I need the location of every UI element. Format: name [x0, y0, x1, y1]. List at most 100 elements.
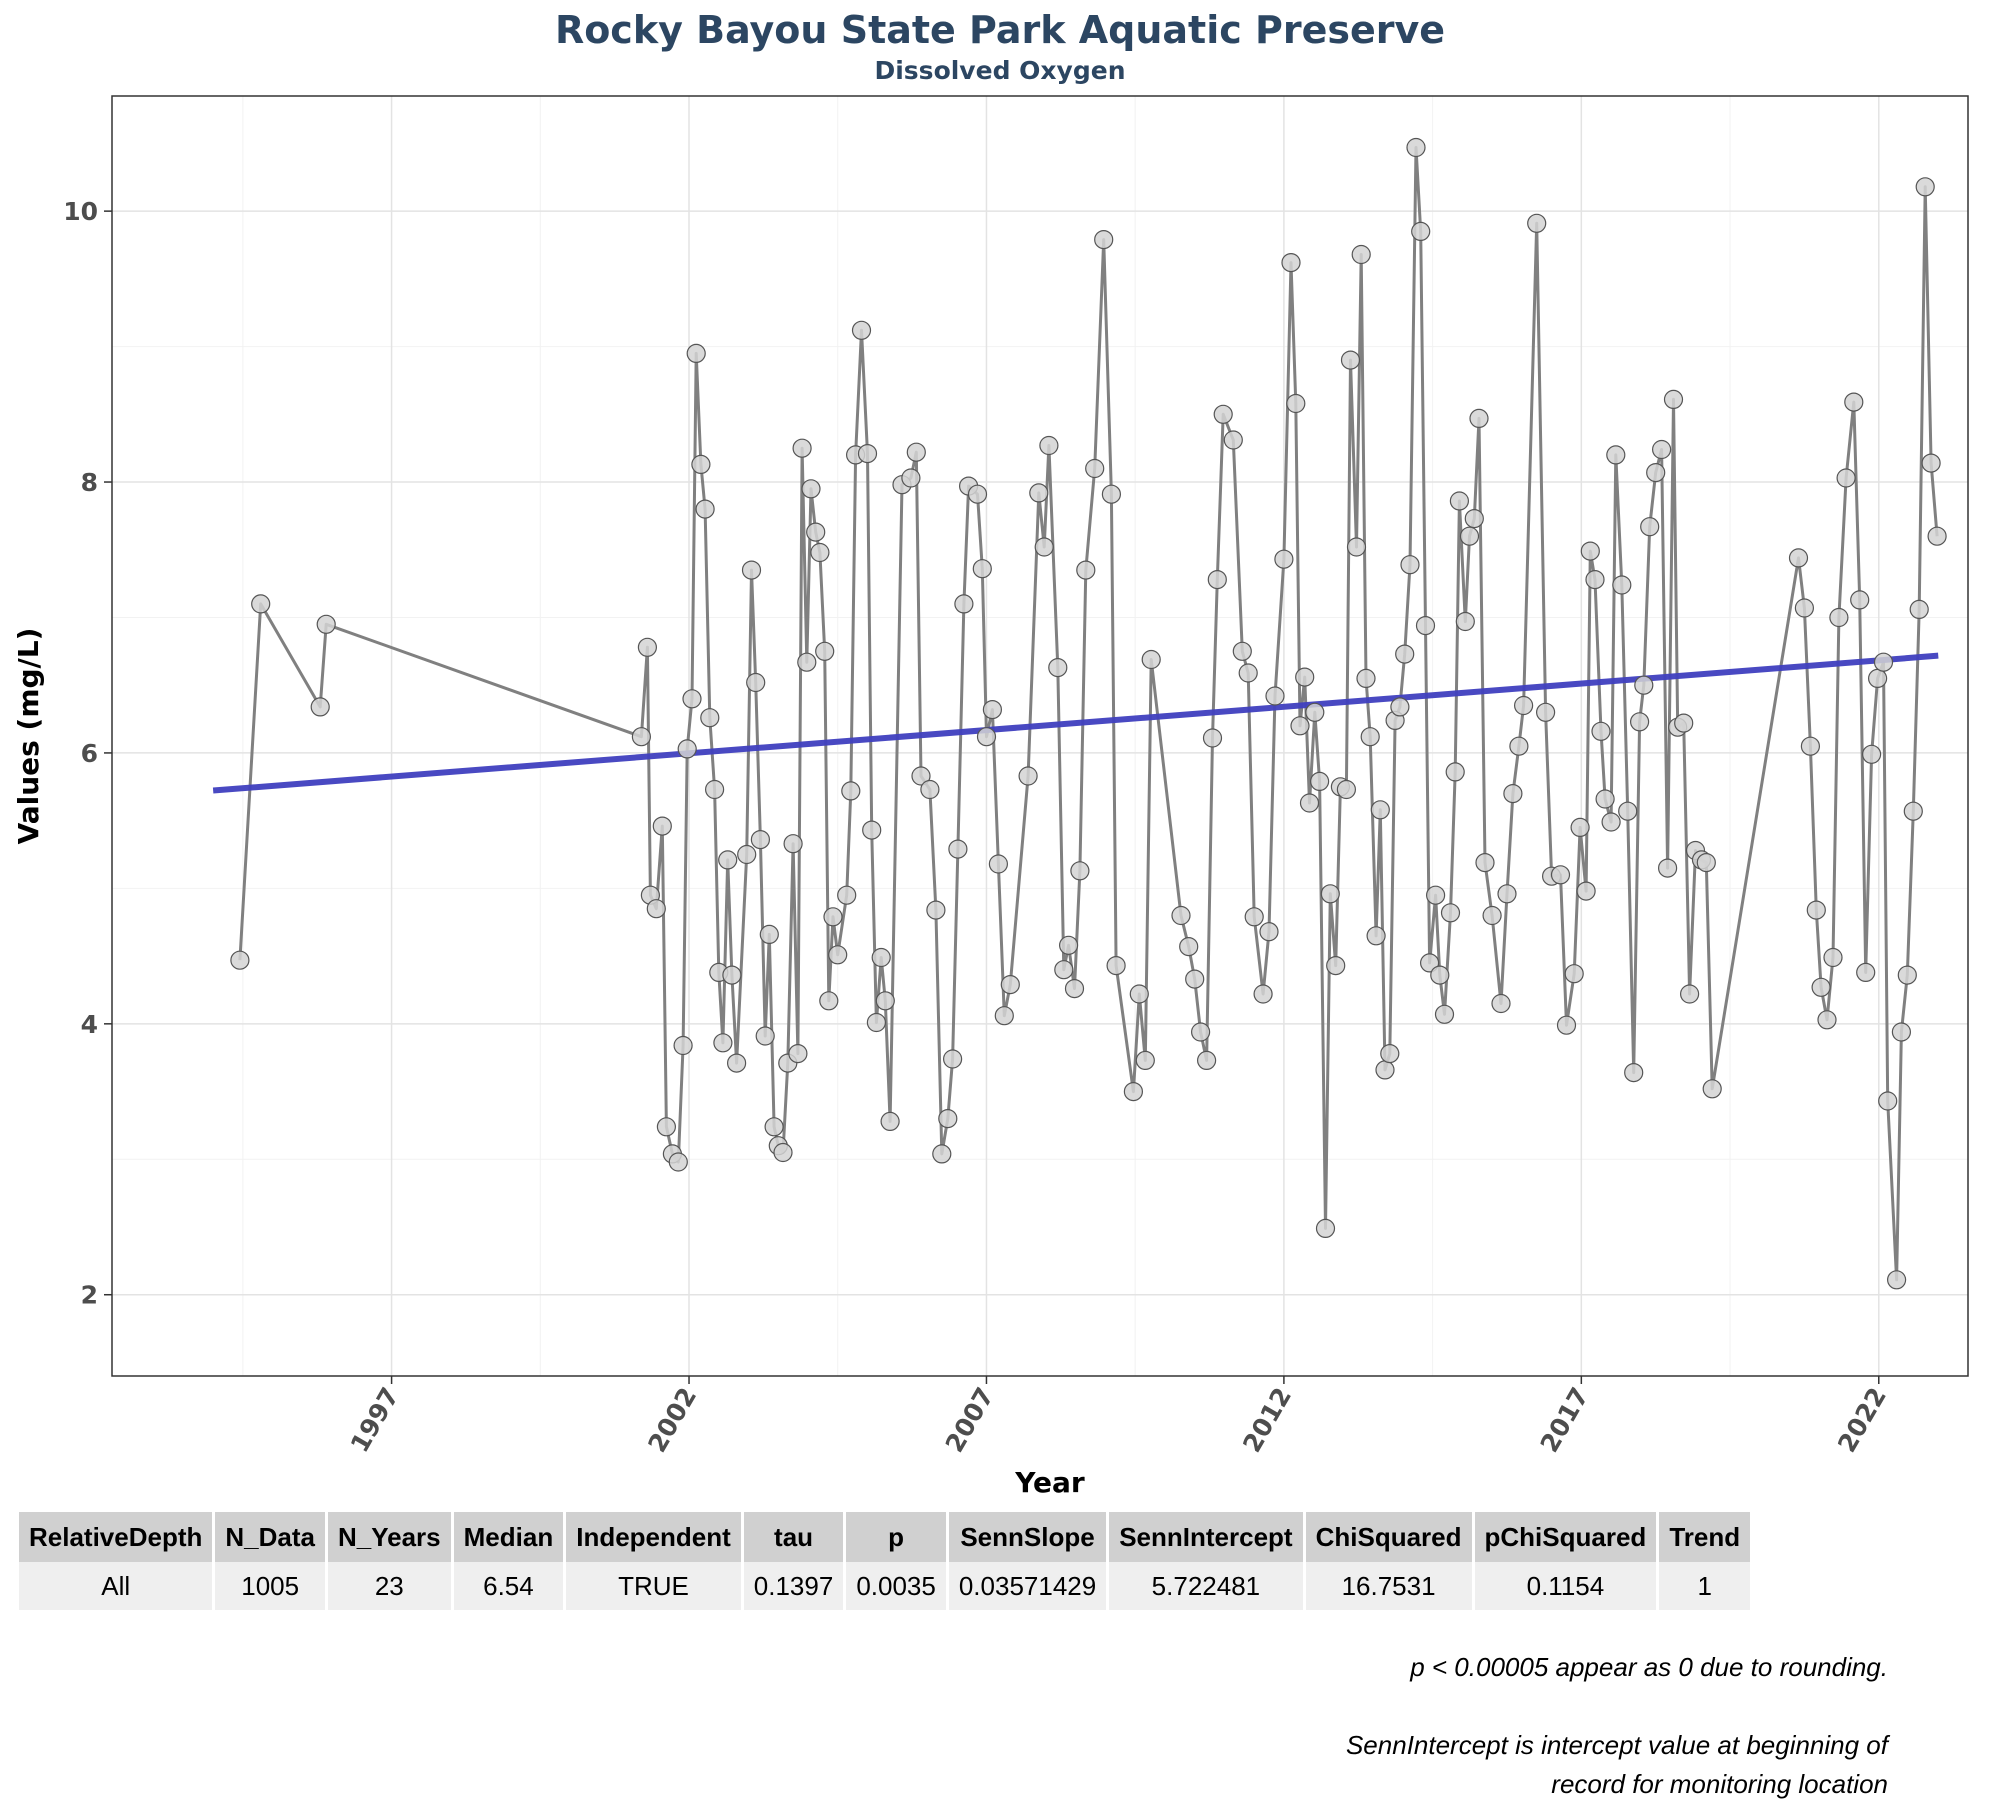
table-header-row: RelativeDepth N_Data N_Years Median Independ… — [19, 1512, 1751, 1562]
x-tick-label: 2002 — [642, 1383, 702, 1458]
data-point — [906, 442, 926, 462]
data-point — [1238, 663, 1258, 683]
data-point — [1094, 230, 1114, 250]
data-point — [1527, 213, 1547, 233]
data-point — [1340, 350, 1361, 370]
data-point — [976, 727, 997, 747]
data-point — [1430, 965, 1450, 985]
data-point — [695, 499, 715, 519]
data-point — [1400, 555, 1420, 575]
data-point — [871, 947, 891, 968]
data-point — [1085, 458, 1105, 479]
data-point — [746, 672, 766, 693]
table-cell: All — [19, 1562, 213, 1610]
data-point — [1646, 463, 1666, 483]
data-point — [1550, 865, 1571, 885]
data-point — [1449, 491, 1470, 511]
data-point — [948, 839, 968, 859]
data-point — [1475, 852, 1495, 873]
data-point — [1129, 984, 1149, 1004]
intercept-note-line-1: SennIntercept is intercept value at begi… — [1345, 1730, 1888, 1760]
data-point — [1185, 969, 1205, 989]
table-cell: 16.7531 — [1305, 1562, 1472, 1610]
data-point — [1601, 812, 1621, 832]
x-tick-label: 2007 — [940, 1383, 1000, 1458]
data-point — [1606, 445, 1626, 465]
data-point — [1624, 1062, 1644, 1083]
y-tick-label: 2 — [81, 1281, 98, 1310]
rounding-note: p < 0.00005 appear as 0 due to rounding. — [1410, 1652, 1888, 1682]
data-point — [691, 454, 711, 474]
data-point — [1651, 439, 1672, 460]
data-point — [759, 924, 779, 945]
data-point — [1366, 926, 1386, 946]
data-points — [230, 137, 1947, 1290]
table-cell: 0.1397 — [743, 1562, 844, 1610]
data-point — [1696, 852, 1716, 873]
data-point — [652, 816, 672, 836]
data-point — [741, 560, 762, 580]
data-point — [1213, 404, 1233, 424]
data-point — [1223, 430, 1243, 450]
table-header-cell: pChiSquared — [1474, 1512, 1657, 1562]
data-point — [1171, 905, 1191, 926]
data-point — [1595, 789, 1615, 809]
data-point — [1576, 881, 1596, 901]
intercept-note-line-2: record for monitoring location — [1551, 1769, 1888, 1799]
data-point — [1788, 548, 1809, 568]
data-point — [251, 594, 271, 614]
data-point — [1299, 793, 1320, 813]
data-point — [1274, 549, 1294, 569]
data-point — [1346, 537, 1367, 557]
data-point — [1897, 965, 1917, 985]
table-header-cell: SennSlope — [948, 1512, 1107, 1562]
table-cell: 0.0035 — [846, 1562, 946, 1610]
data-point — [1305, 702, 1325, 722]
data-point — [631, 727, 652, 747]
table-cell: 5.722481 — [1109, 1562, 1303, 1610]
data-point — [815, 641, 835, 661]
data-point — [862, 820, 882, 840]
data-point — [1844, 392, 1864, 412]
table-cell: 0.03571429 — [948, 1562, 1107, 1610]
x-tick-label: 1997 — [345, 1383, 405, 1458]
table-cell: 6.54 — [453, 1562, 564, 1610]
data-point — [1836, 468, 1856, 488]
data-point — [1415, 615, 1436, 636]
data-point — [1927, 526, 1947, 546]
data-point — [982, 699, 1003, 720]
data-point — [1861, 744, 1882, 764]
data-point — [700, 708, 720, 728]
data-point — [880, 1111, 900, 1132]
data-point — [866, 1012, 887, 1033]
data-point — [1244, 907, 1264, 927]
data-point — [230, 950, 250, 970]
data-point — [1580, 541, 1600, 561]
data-point — [1076, 560, 1096, 580]
data-point — [1281, 253, 1301, 273]
data-point — [972, 559, 992, 579]
data-point — [1497, 884, 1517, 904]
data-point — [1179, 936, 1199, 957]
data-point — [1356, 668, 1376, 689]
data-point — [1207, 569, 1227, 590]
data-point — [668, 1152, 688, 1172]
data-point — [1829, 607, 1849, 628]
data-point — [1034, 537, 1054, 557]
data-point — [1640, 517, 1660, 537]
table-cell: 0.1154 — [1474, 1562, 1657, 1610]
table-header-cell: RelativeDepth — [19, 1512, 213, 1562]
data-point — [726, 1053, 747, 1073]
data-point — [1029, 483, 1049, 503]
table-header-cell: SennIntercept — [1109, 1512, 1303, 1562]
x-tick-label: 2017 — [1535, 1383, 1595, 1458]
data-point — [646, 899, 666, 919]
data-point — [806, 522, 826, 542]
data-point — [954, 594, 974, 614]
x-axis-title: Year — [1014, 1466, 1085, 1499]
data-point — [851, 320, 872, 340]
data-point — [1459, 526, 1480, 546]
data-point — [988, 854, 1009, 874]
data-point — [1618, 801, 1638, 821]
data-point — [1491, 993, 1511, 1014]
